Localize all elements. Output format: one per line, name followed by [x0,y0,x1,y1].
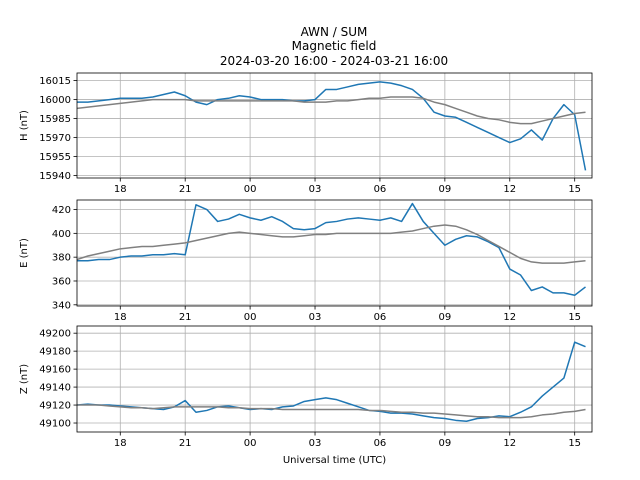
y-tick-label: 360 [52,276,71,287]
y-tick-label: 49140 [39,383,71,394]
x-tick-label: 06 [374,438,387,449]
y-tick-label: 15940 [39,171,71,182]
figure-period: 2024-03-20 16:00 - 2024-03-21 16:00 [220,54,448,68]
y-tick-label: 380 [52,253,71,264]
x-tick-label: 09 [438,312,451,323]
axes-frame [76,325,593,433]
x-axis-label: Universal time (UTC) [283,455,386,466]
x-tick-label: 18 [114,184,127,195]
plot-lines [77,81,587,171]
x-tick-label: 06 [374,184,387,195]
y-tick-label: 420 [52,205,71,216]
y-tick-label: 15985 [39,114,71,125]
figure-title: AWN / SUM [301,25,368,39]
data-line [77,96,586,125]
y-tick-label: 16000 [39,95,71,106]
axes-frame [76,199,593,307]
y-tick-label: 400 [52,229,71,240]
x-tick-label: 12 [503,312,516,323]
x-tick-label: 21 [179,184,192,195]
y-axis-label: Z (nT) [19,364,30,394]
x-tick-label: 21 [179,312,192,323]
x-tick-label: 15 [568,312,581,323]
y-tick-label: 49160 [39,365,71,376]
y-axis-label: H (nT) [19,110,30,141]
data-line [77,81,587,171]
y-tick-label: 49180 [39,347,71,358]
x-tick-label: 18 [114,312,127,323]
data-line [77,404,586,419]
x-tick-label: 18 [114,438,127,449]
y-tick-label: 15955 [39,152,71,163]
x-tick-label: 00 [244,312,257,323]
plot-lines [77,341,586,422]
y-tick-label: 49200 [39,329,71,340]
y-axis-label: E (nT) [19,238,30,268]
x-tick-label: 03 [309,438,322,449]
plot-lines [77,202,586,297]
x-tick-label: 03 [309,184,322,195]
y-tick-label: 16015 [39,76,71,87]
x-tick-label: 21 [179,438,192,449]
y-tick-label: 49100 [39,419,71,430]
figure-subtitle: Magnetic field [292,39,377,53]
y-tick-label: 49120 [39,401,71,412]
x-tick-label: 00 [244,438,257,449]
x-tick-label: 00 [244,184,257,195]
data-line [77,202,586,297]
axes-frame [76,72,593,179]
x-tick-label: 12 [503,184,516,195]
data-line [77,341,586,422]
x-tick-label: 09 [438,438,451,449]
x-tick-label: 06 [374,312,387,323]
data-line [77,224,586,264]
x-tick-label: 15 [568,438,581,449]
x-tick-label: 09 [438,184,451,195]
y-tick-label: 15970 [39,133,71,144]
y-tick-label: 340 [52,300,71,311]
x-tick-label: 15 [568,184,581,195]
x-tick-label: 03 [309,312,322,323]
x-tick-label: 12 [503,438,516,449]
